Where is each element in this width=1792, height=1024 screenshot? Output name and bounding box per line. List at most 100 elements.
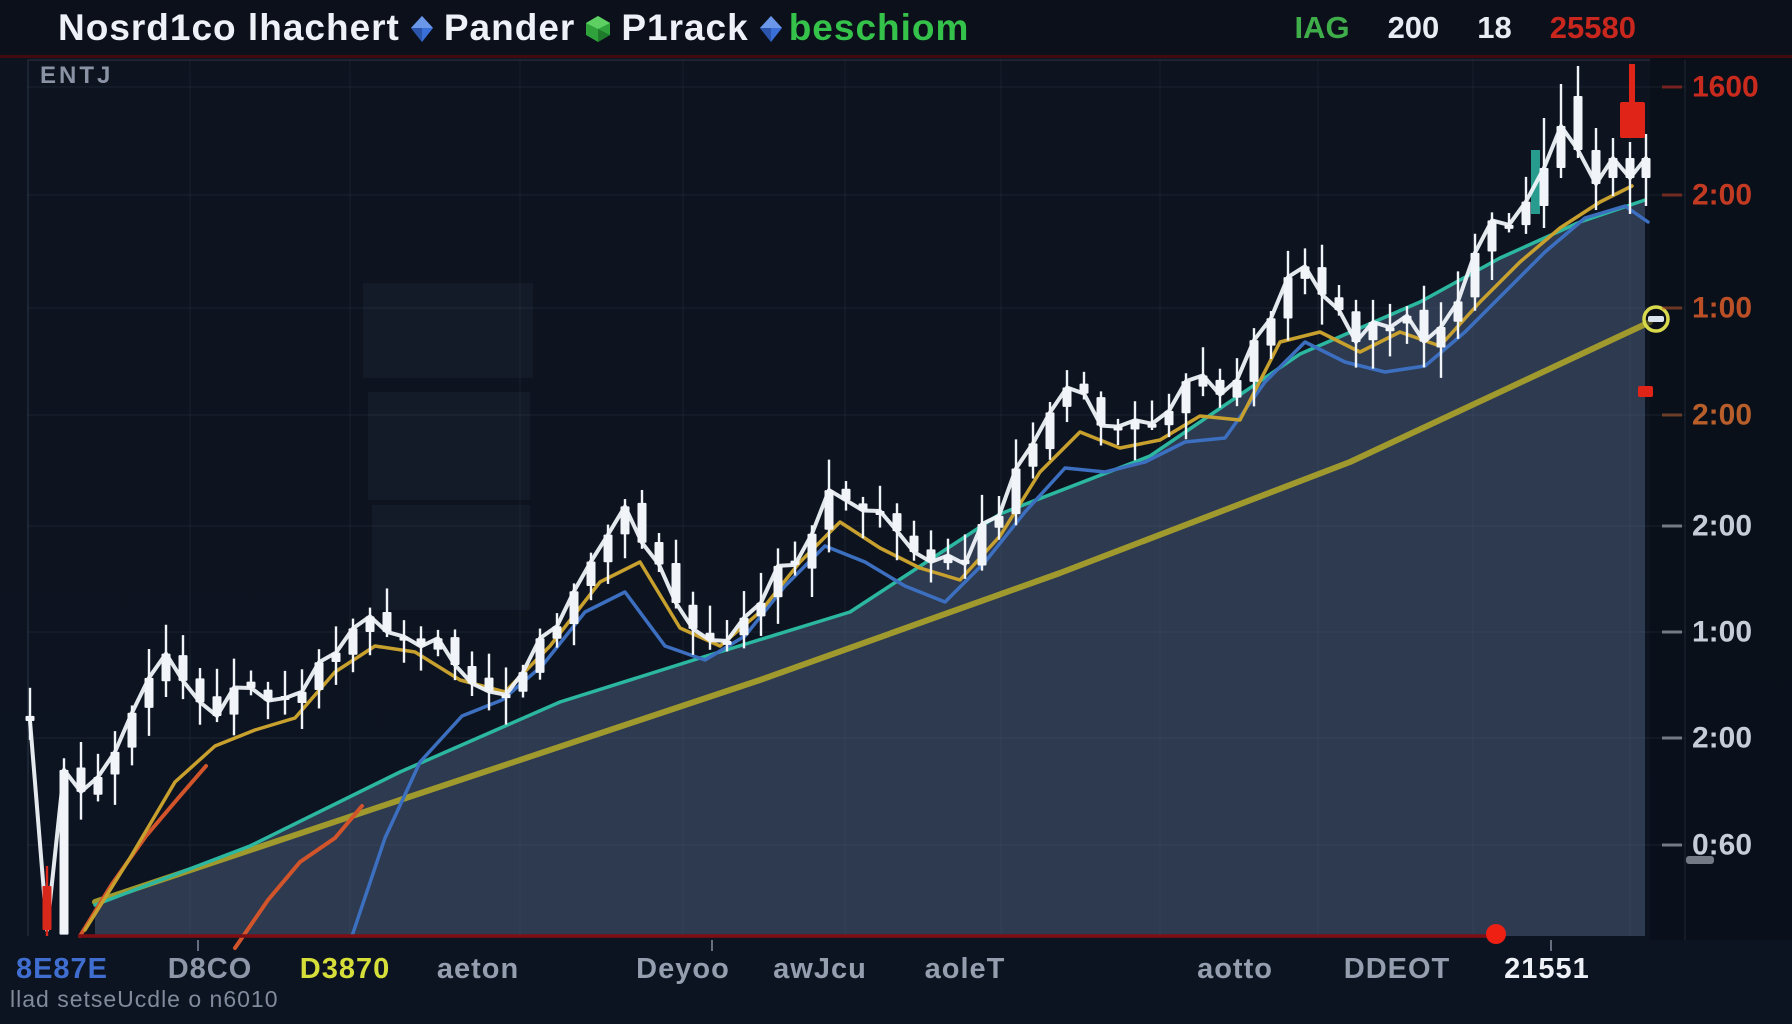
candle-body (1351, 311, 1361, 343)
x-axis-label: Deyoo (636, 953, 730, 985)
candle-body (1198, 375, 1208, 387)
candle-body (246, 681, 256, 688)
candle-body (178, 655, 188, 681)
candle-body (1283, 277, 1293, 319)
candle-body (127, 712, 137, 748)
candle-body (569, 591, 579, 625)
x-axis-label: aeton (437, 953, 519, 985)
candle-body (926, 549, 936, 562)
y-axis-label: 2:00 (1692, 399, 1752, 432)
candle-body (1113, 426, 1123, 431)
candle-body (59, 769, 69, 935)
candle-body (688, 604, 698, 629)
candle-body (1521, 201, 1531, 226)
ticker-symbol[interactable]: IAG (1294, 9, 1350, 45)
ticker-value-1: 200 (1387, 9, 1440, 45)
candle-body (875, 510, 885, 515)
x-axis-label: aotto (1197, 953, 1273, 985)
candle-body (263, 689, 273, 701)
y-axis-label: 1:00 (1692, 292, 1752, 325)
candle-body (722, 640, 732, 645)
candle-body (535, 638, 545, 673)
ticker-strip: IAG 200 18 25580 (1294, 10, 1636, 46)
candle-body (416, 638, 426, 647)
x-axis-label: D3870 (300, 953, 390, 985)
ticker-value-2: 18 (1477, 9, 1512, 45)
candle-body (1147, 423, 1157, 428)
x-axis-note: llad setseUcdle o n6010 (10, 986, 279, 1012)
candle-body (42, 886, 52, 930)
candle-body (93, 776, 103, 795)
candle-body (1334, 297, 1344, 311)
candle-body (1062, 387, 1072, 407)
title-text-3: P1rack (621, 6, 749, 48)
candle-body (1625, 158, 1635, 178)
candle-body (1181, 381, 1191, 414)
red-flag-marker (1620, 102, 1645, 138)
candle-body (365, 616, 375, 632)
candle-body (229, 687, 239, 715)
candle-body (637, 502, 647, 543)
candle-body (399, 636, 409, 641)
gem-blue-icon-1 (410, 15, 434, 43)
y-axis-label: 2:00 (1692, 722, 1752, 755)
candle-body (1011, 468, 1021, 515)
candle-body (909, 535, 919, 553)
candle-body (314, 662, 324, 690)
candle-body (1300, 266, 1310, 279)
axis-smudge (1686, 856, 1714, 864)
candle-body (297, 691, 307, 704)
candle-body (382, 611, 392, 632)
candle-body (586, 561, 596, 586)
candle-body (1608, 158, 1618, 178)
candle-body (1487, 220, 1497, 252)
chart-frame (27, 59, 1650, 936)
candle-body (467, 665, 477, 684)
ghost-panel (368, 392, 530, 500)
candle-body (1591, 150, 1601, 184)
x-axis-label: DDEOT (1344, 953, 1451, 985)
header: Nosrd1co lhachert Pander P1rack beschiom… (0, 0, 1792, 55)
candle-body (1249, 340, 1259, 382)
candle-body (25, 715, 35, 721)
candle-body (654, 541, 664, 565)
x-axis-label: D8CO (168, 953, 253, 985)
candle-body (1045, 412, 1055, 450)
gem-blue-icon-2 (759, 15, 783, 43)
candle-body (756, 602, 766, 617)
candle-body (1164, 410, 1174, 426)
candle-body (943, 555, 953, 564)
candle-body (1317, 267, 1327, 295)
candle-body (1504, 224, 1514, 229)
candle-body (1419, 309, 1429, 342)
candle-body (331, 652, 341, 663)
candle-body (1130, 420, 1140, 430)
candle-body (1453, 301, 1463, 322)
candle-body (790, 560, 800, 565)
x-axis-label: 21551 (1504, 953, 1590, 985)
y-axis-label: 2:00 (1692, 510, 1752, 543)
candle-body (450, 637, 460, 666)
candle-body (1436, 327, 1446, 348)
chart-watermark: ENTJ (40, 62, 114, 89)
candle-body (144, 677, 154, 708)
candle-body (807, 533, 817, 569)
candle-body (1096, 397, 1106, 426)
candle-body (705, 632, 715, 641)
candle-body (773, 565, 783, 598)
candle-body (620, 506, 630, 535)
ticker-last-price: 25580 (1549, 9, 1636, 45)
candle-body (1470, 252, 1480, 298)
candle-body (739, 617, 749, 636)
candle-body (994, 515, 1004, 528)
gem-green-icon (585, 15, 611, 43)
candle-body (824, 490, 834, 530)
candle-body (1232, 380, 1242, 398)
candle-body (1266, 318, 1276, 346)
candle-body (518, 672, 528, 692)
candle-body (858, 503, 868, 511)
red-tick-marker (1638, 386, 1653, 397)
x-axis-label: aoleT (925, 953, 1006, 985)
